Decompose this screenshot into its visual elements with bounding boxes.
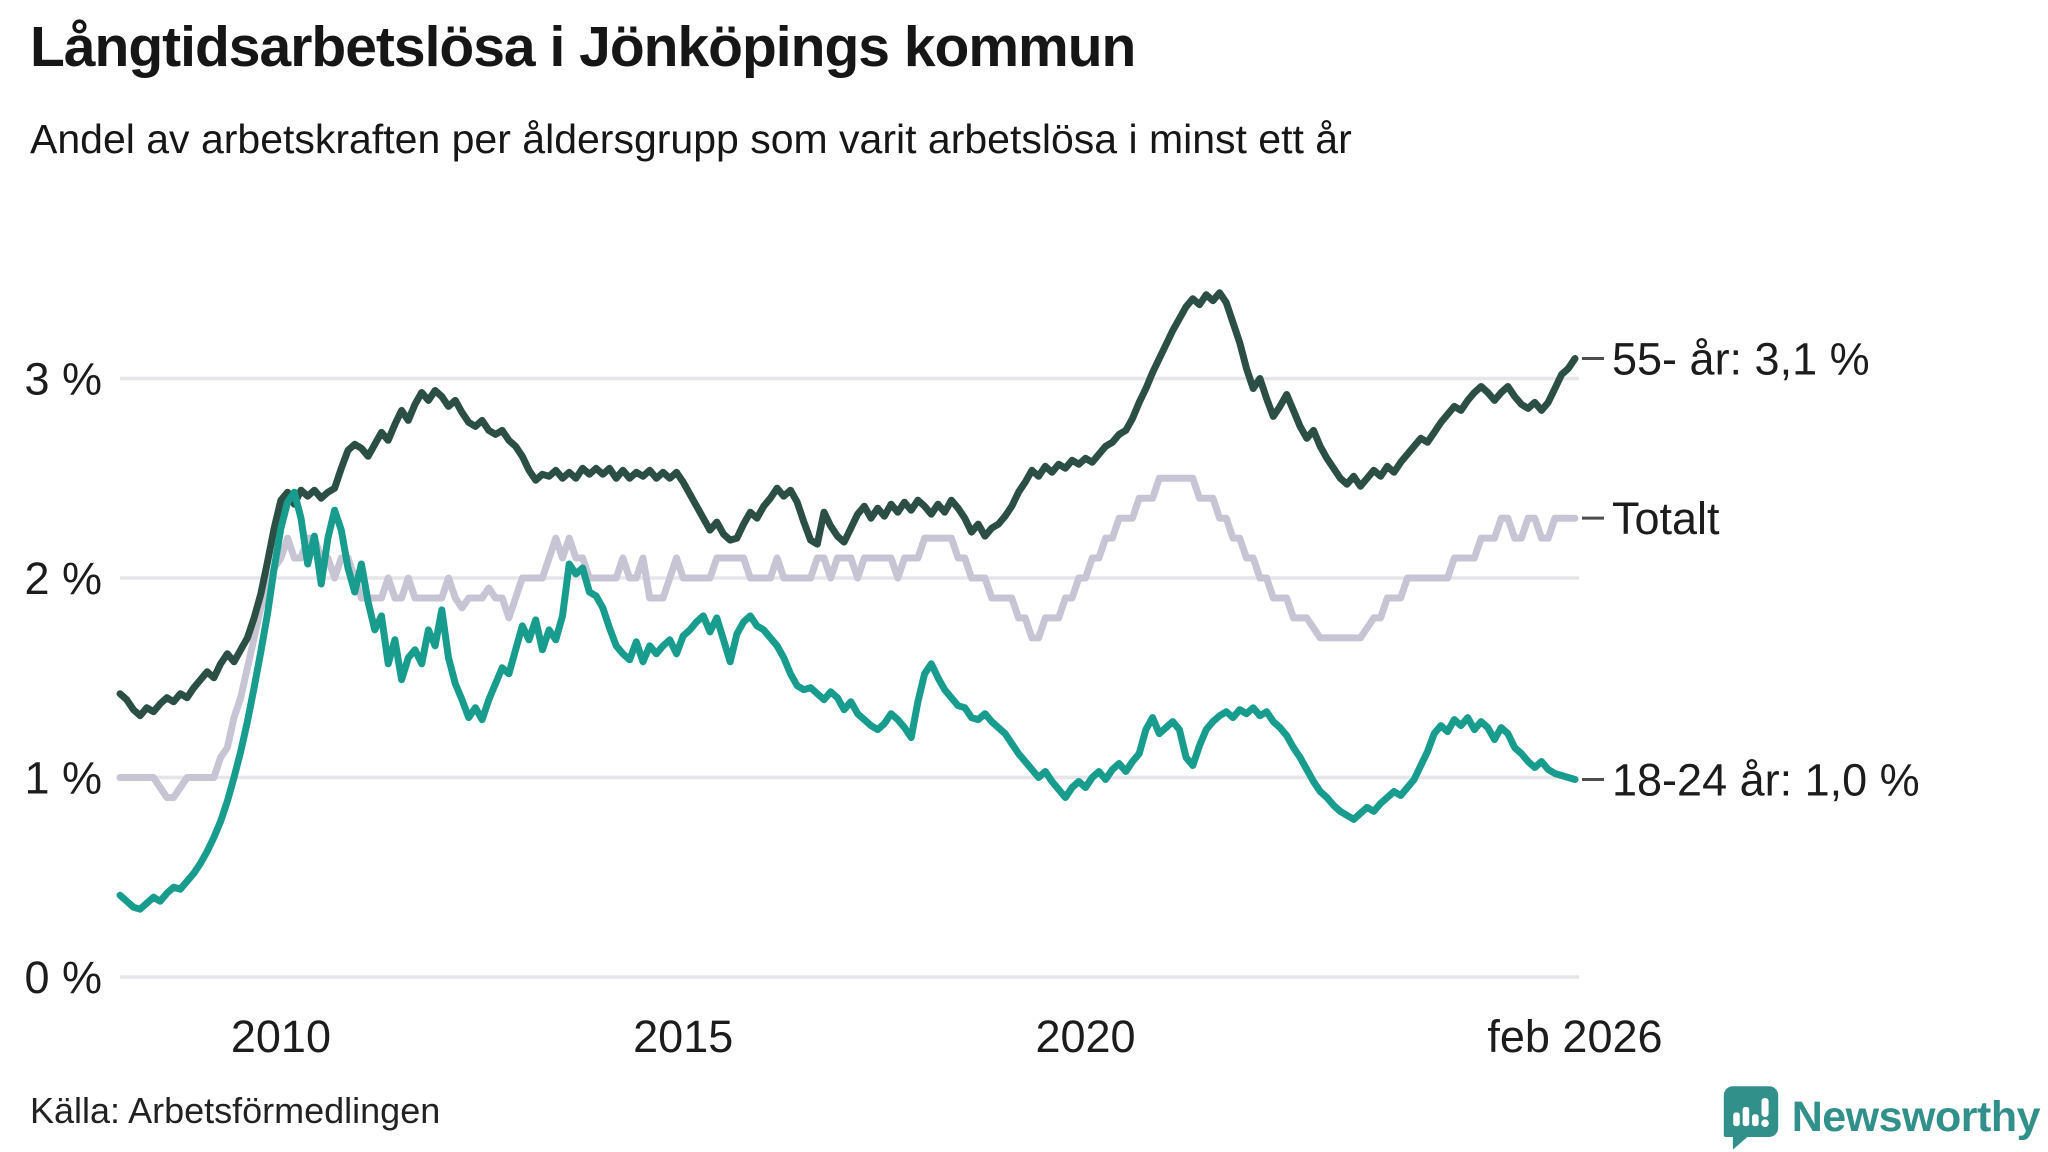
y-tick-label-2: 2 % — [24, 553, 102, 604]
source-label: Källa: Arbetsförmedlingen — [30, 1090, 441, 1131]
end-label-55-år: 55- år: 3,1 % — [1612, 334, 1870, 385]
y-tick-label-3: 3 % — [24, 354, 102, 405]
series-line-55-år — [116, 289, 1579, 720]
newsworthy-brand: Newsworthy — [1722, 1084, 2041, 1150]
x-tick-label-feb-2026: feb 2026 — [1487, 1011, 1662, 1062]
series-line-Totalt — [116, 474, 1579, 801]
end-label-Totalt: Totalt — [1612, 493, 1720, 544]
brand-wordmark: Newsworthy — [1791, 1092, 2041, 1141]
y-tick-label-1: 1 % — [24, 753, 102, 804]
y-tick-label-0: 0 % — [24, 952, 102, 1003]
page-title: Långtidsarbetslösa i Jönköpings kommun — [30, 15, 1136, 79]
x-tick-label-2020: 2020 — [1035, 1011, 1135, 1062]
chart-subtitle: Andel av arbetskraften per åldersgrupp s… — [30, 116, 1352, 162]
end-label-18-24-år: 18-24 år: 1,0 % — [1612, 754, 1920, 805]
x-tick-label-2010: 2010 — [231, 1011, 331, 1062]
newsworthy-logo-icon — [1723, 1086, 1778, 1150]
x-tick-label-2015: 2015 — [633, 1011, 733, 1062]
series-line-18-24-år — [116, 488, 1579, 913]
